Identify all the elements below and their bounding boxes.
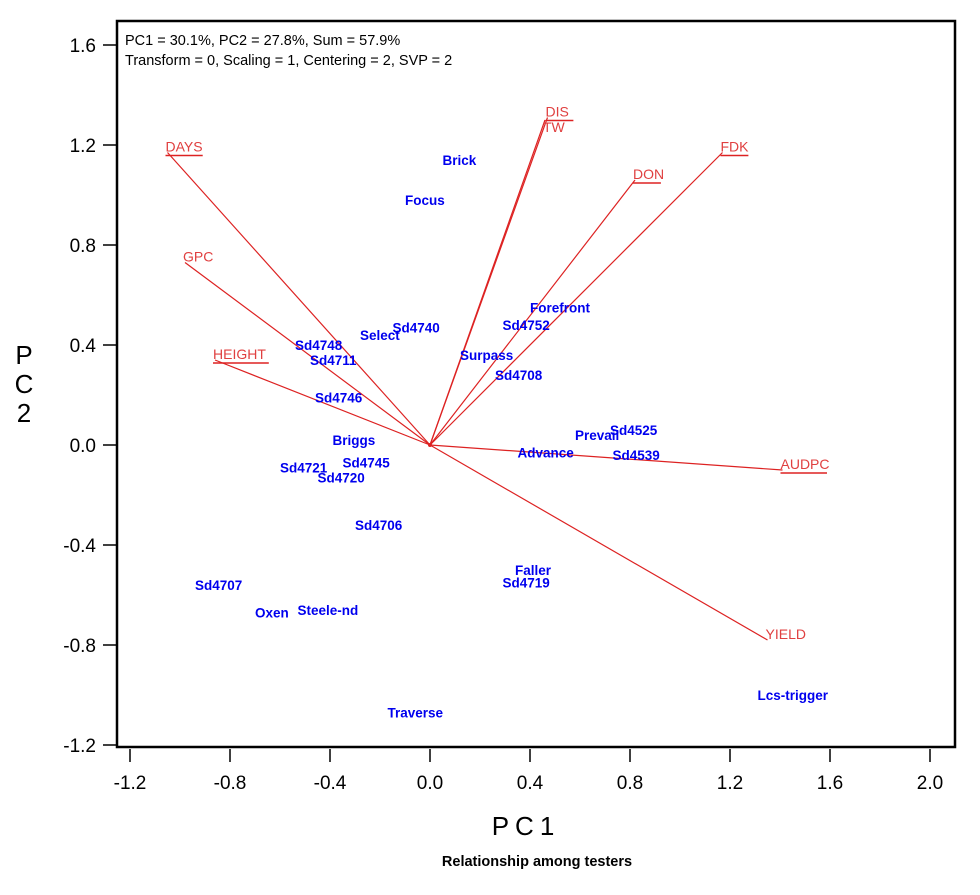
genotype-label-forefront: Forefront: [530, 301, 590, 316]
y-axis-title-char-1: P: [15, 340, 38, 370]
trait-vector-tw: [429, 119, 546, 446]
trait-label-height: HEIGHT: [213, 346, 266, 362]
chart-caption: Relationship among testers: [442, 854, 632, 870]
x-tick-label: -1.2: [114, 773, 147, 794]
trait-vector-days: [167, 152, 431, 446]
trait-vector-audpc: [429, 444, 783, 471]
trait-label-days: DAYS: [166, 139, 203, 155]
genotype-label-prevail: Prevail: [575, 428, 619, 443]
genotype-label-sd4720: Sd4720: [318, 471, 365, 486]
genotype-label-sd4525: Sd4525: [610, 423, 658, 438]
trait-label-yield: YIELD: [766, 626, 806, 642]
x-tick-label: 0.8: [617, 773, 643, 794]
genotype-label-sd4539: Sd4539: [613, 448, 660, 463]
x-tick-label: 0.4: [517, 773, 544, 794]
plot-frame: [115, 19, 957, 749]
genotype-label-sd4706: Sd4706: [355, 518, 403, 533]
genotype-label-sd4719: Sd4719: [503, 576, 550, 591]
trait-label-don: DON: [633, 166, 664, 182]
trait-label-audpc: AUDPC: [781, 456, 830, 472]
origin-point: [428, 443, 432, 447]
genotype-label-sd4746: Sd4746: [315, 391, 363, 406]
y-tick-label: 0.0: [70, 436, 96, 457]
y-axis-title-char-2: C: [15, 369, 40, 399]
trait-vector-fdk: [429, 152, 723, 446]
trait-label-fdk: FDK: [721, 139, 750, 155]
x-tick-label: -0.8: [214, 773, 247, 794]
genotype-label-surpass: Surpass: [460, 348, 513, 363]
trait-vector-don: [429, 179, 636, 446]
y-tick-label: 1.6: [70, 36, 96, 57]
genotype-label-traverse: Traverse: [388, 706, 444, 721]
trait-label-tw: TW: [543, 119, 566, 135]
genotype-label-lcs-trigger: Lcs-trigger: [758, 688, 829, 703]
trait-label-gpc: GPC: [183, 249, 213, 265]
x-tick-label: 1.6: [817, 773, 843, 794]
trait-vector-yield: [429, 444, 768, 641]
trait-vector-height: [214, 359, 431, 446]
y-tick-label: -0.8: [63, 636, 96, 657]
genotype-label-sd4708: Sd4708: [495, 368, 543, 383]
x-tick-label: -0.4: [314, 773, 347, 794]
x-tick-label: 2.0: [917, 773, 943, 794]
y-axis: 1.6 1.2 0.8 0.4 0.0 -0.4 -0.8 -1.2: [63, 36, 116, 757]
genotype-label-oxen: Oxen: [255, 606, 289, 621]
x-tick-label: 1.2: [717, 773, 743, 794]
info-line-2: Transform = 0, Scaling = 1, Centering = …: [125, 53, 452, 69]
genotype-label-sd4707: Sd4707: [195, 578, 242, 593]
genotype-label-brick: Brick: [443, 153, 477, 168]
genotype-label-focus: Focus: [405, 193, 445, 208]
info-line-1: PC1 = 30.1%, PC2 = 27.8%, Sum = 57.9%: [125, 33, 400, 49]
genotype-label-sd4711: Sd4711: [310, 353, 357, 368]
y-tick-label: 0.8: [70, 236, 96, 257]
genotype-label-faller: Faller: [515, 563, 552, 578]
genotype-label-briggs: Briggs: [333, 433, 376, 448]
genotype-label-advance: Advance: [518, 446, 575, 461]
trait-vector-gpc: [184, 262, 431, 446]
y-axis-title-char-3: 2: [17, 398, 37, 428]
genotype-label-select: Select: [360, 328, 400, 343]
y-tick-label: -0.4: [63, 536, 96, 557]
genotype-label-sd4752: Sd4752: [503, 318, 550, 333]
trait-label-dis: DIS: [546, 104, 569, 120]
x-axis: -1.2 -0.8 -0.4 0.0 0.4 0.8 1.2 1.6 2.0: [114, 749, 943, 794]
genotype-label-steele-nd: Steele-nd: [298, 603, 359, 618]
y-tick-label: 0.4: [70, 336, 97, 357]
genotype-label-sd4748: Sd4748: [295, 338, 343, 353]
genotype-label-sd4721: Sd4721: [280, 461, 328, 476]
genotype-label-sd4745: Sd4745: [343, 456, 391, 471]
y-tick-label: -1.2: [63, 736, 96, 757]
genotype-label-sd4740: Sd4740: [393, 321, 440, 336]
x-axis-title: PC1: [492, 811, 561, 841]
y-tick-label: 1.2: [70, 136, 96, 157]
x-tick-label: 0.0: [417, 773, 443, 794]
